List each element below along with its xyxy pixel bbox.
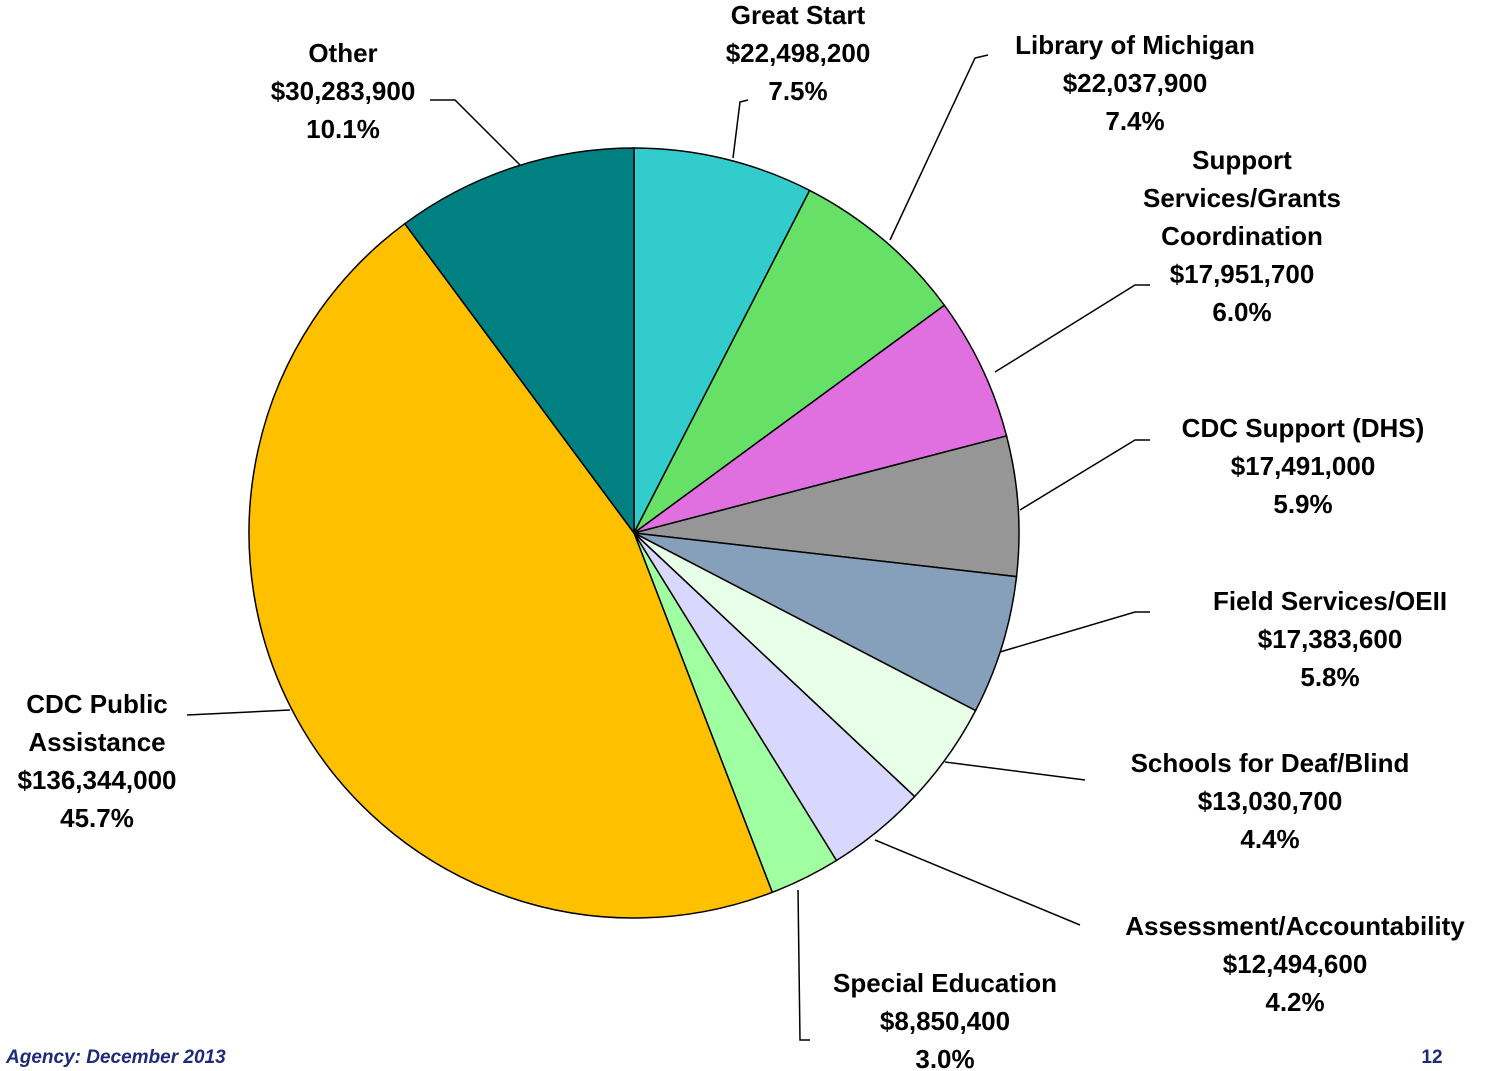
percent-label: 4.2%: [1265, 987, 1324, 1017]
leader-line: [874, 839, 1081, 926]
value-label: $136,344,000: [17, 765, 176, 795]
percent-label: 5.9%: [1273, 489, 1332, 519]
percent-label: 3.0%: [915, 1044, 974, 1071]
slice-label: Special Education: [833, 968, 1057, 998]
leader-line: [732, 99, 749, 159]
leader-line: [889, 54, 989, 241]
percent-label: 7.5%: [768, 76, 827, 106]
leader-line: [797, 889, 810, 1041]
slice-label: Field Services/OEII: [1213, 586, 1447, 616]
slice-label: Assessment/Accountability: [1125, 911, 1465, 941]
value-label: $17,491,000: [1231, 451, 1376, 481]
leader-line: [430, 99, 521, 166]
percent-label: 45.7%: [60, 803, 134, 833]
footer-source: Agency: December 2013: [5, 1047, 226, 1068]
slice-label: CDC Public Assistance: [26, 689, 168, 757]
slice-label: CDC Support (DHS): [1182, 413, 1425, 443]
leader-line: [186, 709, 291, 716]
slice-label: Library of Michigan: [1015, 30, 1255, 60]
leader-line: [999, 611, 1150, 653]
value-label: $22,498,200: [726, 38, 871, 68]
pie-slice: [633, 147, 811, 534]
slice-label: Great Start: [731, 0, 866, 30]
pie-slice: [633, 304, 1008, 534]
pie-slice: [633, 189, 946, 534]
slice-label: Other: [308, 38, 377, 68]
value-label: $17,383,600: [1258, 624, 1403, 654]
percent-label: 7.4%: [1105, 106, 1164, 136]
percent-label: 5.8%: [1300, 662, 1359, 692]
pie-slice: [633, 435, 1020, 578]
leader-line: [994, 284, 1150, 373]
value-label: $8,850,400: [880, 1006, 1010, 1036]
value-label: $13,030,700: [1198, 786, 1343, 816]
percent-label: 10.1%: [306, 114, 380, 144]
value-label: $30,283,900: [271, 76, 416, 106]
percent-label: 4.4%: [1240, 824, 1299, 854]
value-label: $12,494,600: [1223, 949, 1368, 979]
slice-label: Schools for Deaf/Blind: [1131, 748, 1410, 778]
value-label: $17,951,700: [1170, 259, 1315, 289]
leader-line: [1019, 439, 1150, 511]
page-number: 12: [1421, 1047, 1442, 1068]
pie-slice: [248, 222, 774, 919]
pie-slice: [633, 532, 1018, 712]
slice-label: Support Services/Grants Coordination: [1143, 145, 1341, 251]
leader-line: [944, 761, 1086, 781]
value-label: $22,037,900: [1063, 68, 1208, 98]
pie-slice: [403, 147, 635, 536]
percent-label: 6.0%: [1212, 297, 1271, 327]
